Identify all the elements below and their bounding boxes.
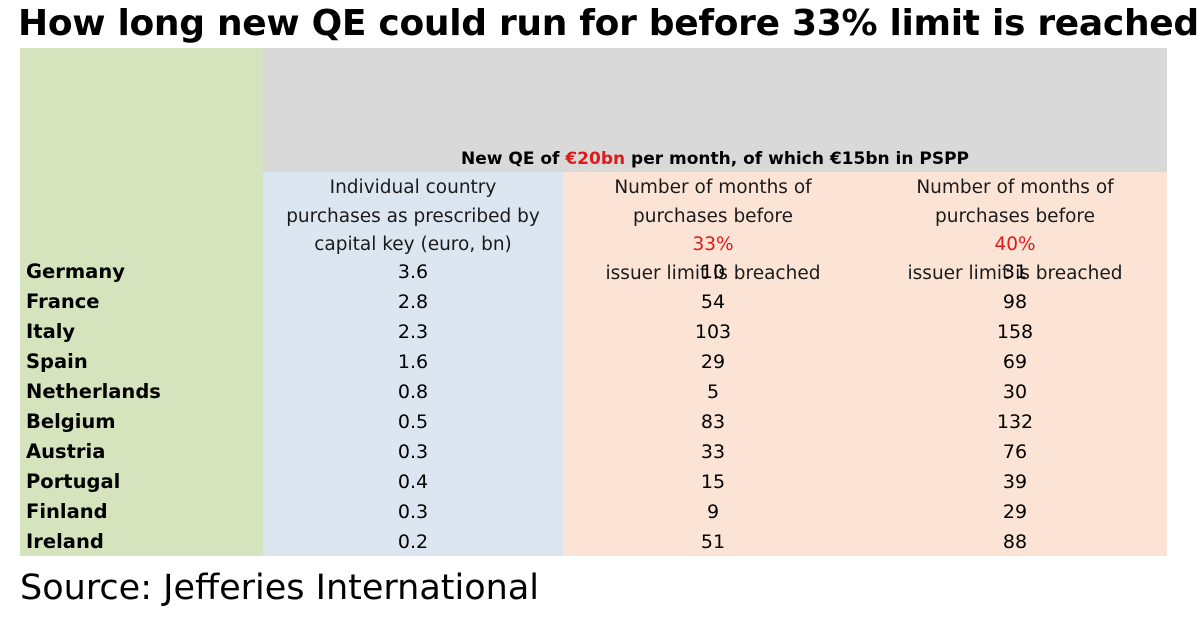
months-33-value: 33 [700,441,726,463]
country-label: Germany [26,260,125,283]
capital-key-value: 0.8 [397,381,429,403]
country-label: Netherlands [26,380,161,403]
table-body: Germany 3.6 10 31 France 2.8 54 98 Italy… [20,257,1167,557]
capital-key-value: 0.2 [397,531,429,553]
country-label: France [26,290,100,313]
country-label: Finland [26,500,108,523]
capital-key-value: 3.6 [397,261,429,283]
column-header-line: issuer limit is breached [605,262,821,284]
country-label: Spain [26,350,88,373]
column-header-threshold-40: 40% [994,234,1036,256]
table-row: Italy 2.3 103 158 [20,317,1167,347]
country-label: Austria [26,440,106,463]
months-33-value: 51 [700,531,726,553]
months-33-value: 103 [694,321,732,343]
column-header-threshold-33: 33% [692,234,734,256]
table-row: Finland 0.3 9 29 [20,497,1167,527]
column-header-line: Number of months of [614,177,812,198]
capital-key-value: 0.3 [397,441,429,463]
months-33-value: 15 [700,471,726,493]
months-40-value: 30 [1002,381,1028,403]
column-header-line-prefix: purchases before [935,205,1095,227]
source-note: Source: Jefferies International [20,568,540,608]
column-header-line-prefix: purchases before [633,205,793,227]
subheader-prefix: New QE of [460,149,566,169]
months-40-value: 158 [996,321,1034,343]
chart-title: How long new QE could run for before 33%… [18,3,1199,44]
column-header-months-40: Number of months of purchases before 40%… [863,174,1167,284]
country-label: Portugal [26,470,121,493]
subheader-amount: €20bn [565,149,626,169]
column-header-line: purchases before 33% [563,203,863,260]
months-40-value: 69 [1002,351,1028,373]
table-row: Netherlands 0.8 5 30 [20,377,1167,407]
country-label: Ireland [26,530,104,553]
capital-key-value: 1.6 [397,351,429,373]
months-40-value: 29 [1002,501,1028,523]
capital-key-value: 2.8 [397,291,429,313]
months-33-value: 54 [700,291,726,313]
column-header-line: capital key (euro, bn) [314,234,512,256]
country-label: Belgium [26,410,116,433]
table-row: Belgium 0.5 83 132 [20,407,1167,437]
header-band-background [263,48,1167,172]
table-subheader: New QE of €20bn per month, of which €15b… [263,146,1167,172]
months-33-value: 29 [700,351,726,373]
months-40-value: 76 [1002,441,1028,463]
table-row: Portugal 0.4 15 39 [20,467,1167,497]
column-header-line: issuer limit is breached [907,262,1123,284]
table-row: Austria 0.3 33 76 [20,437,1167,467]
country-label: Italy [26,320,76,343]
months-40-value: 132 [996,411,1034,433]
subheader-suffix: per month, of which €15bn in PSPP [625,149,970,169]
months-33-value: 10 [700,261,726,283]
column-header-line: Number of months of [916,177,1114,198]
column-header-capital-key: Individual country purchases as prescrib… [263,174,563,260]
months-40-value: 39 [1002,471,1028,493]
months-33-value: 5 [706,381,720,403]
months-40-value: 31 [1002,261,1028,283]
months-40-value: 88 [1002,531,1028,553]
column-header-line: purchases before 40% [863,203,1167,260]
table-row: Spain 1.6 29 69 [20,347,1167,377]
column-header-months-33: Number of months of purchases before 33%… [563,174,863,284]
capital-key-value: 0.4 [397,471,429,493]
table-row: France 2.8 54 98 [20,287,1167,317]
capital-key-column-background [263,172,563,556]
months-40-value: 98 [1002,291,1028,313]
column-header-line: purchases as prescribed by [286,205,540,227]
capital-key-value: 0.3 [397,501,429,523]
table-row: Ireland 0.2 51 88 [20,527,1167,557]
table-row: Germany 3.6 10 31 [20,257,1167,287]
months-33-value: 83 [700,411,726,433]
months-33-value: 9 [706,501,720,523]
column-header-line: Individual country [329,177,497,198]
country-column-background [20,48,263,556]
months-columns-background [563,172,1167,556]
capital-key-value: 0.5 [397,411,429,433]
capital-key-value: 2.3 [397,321,429,343]
